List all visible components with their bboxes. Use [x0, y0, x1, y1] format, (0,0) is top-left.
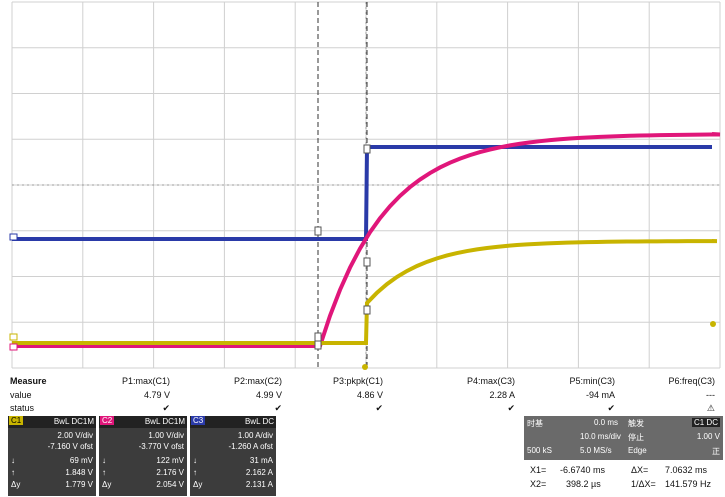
param-4-name[interactable]: P4:max(C3): [466, 376, 515, 386]
channel-2-coupling: BwL DC1M: [144, 417, 185, 426]
timebase-trigger-panel[interactable]: 时基 0.0 ms 触发 C1 DC 10.0 ms/div 停止 1.00 V…: [524, 416, 723, 460]
trigger-type: Edge: [628, 446, 647, 455]
channel-3-offset: -1.260 A ofst: [228, 442, 273, 451]
param-6-value: ---: [706, 390, 715, 400]
sample-count: 500 kS: [527, 446, 552, 455]
cursor-x2-value: 398.2 µs: [566, 479, 601, 489]
trace-c3-current: [12, 145, 712, 241]
channel-3-min: 31 mA: [249, 456, 273, 465]
channel-1-descriptor[interactable]: C1 BwL DC1M 2.00 V/div -7.160 V ofst ↓ 6…: [8, 416, 96, 496]
channel-3-max: 2.162 A: [245, 468, 273, 477]
channel-3-descriptor[interactable]: C3 BwL DC 1.00 A/div -1.260 A ofst ↓ 31 …: [190, 416, 276, 496]
trigger-slope: 正: [712, 447, 720, 456]
trigger-position-marker: [362, 364, 368, 370]
param-5-status-icon: ✔: [607, 403, 615, 413]
param-2-name[interactable]: P2:max(C2): [233, 376, 282, 386]
param-2-value: 4.99 V: [255, 390, 282, 400]
cursor-dx-label: ΔX=: [631, 465, 649, 475]
trigger-level-marker: [710, 321, 716, 327]
channel-1-min: 69 mV: [69, 456, 93, 465]
timebase-scale: 10.0 ms/div: [580, 432, 621, 441]
channel-2-min: 122 mV: [156, 456, 184, 465]
trace-c1-voltage: [12, 239, 718, 345]
channel-2-vdiv: 1.00 V/div: [148, 431, 184, 440]
channel-1-min-label: ↓: [11, 456, 15, 465]
channel-2-descriptor[interactable]: C2 BwL DC1M 1.00 V/div -3.770 V ofst ↓ 1…: [99, 416, 187, 496]
trigger-source: C1 DC: [691, 418, 720, 427]
param-4-status-icon: ✔: [507, 403, 515, 413]
channel-2-tag: C2: [100, 416, 115, 425]
cursor-x2-label: X2=: [530, 479, 547, 489]
channel-2-offset: -3.770 V ofst: [138, 442, 184, 451]
cursor-freq-label: 1/ΔX=: [631, 479, 656, 489]
channel-1-tag: C1: [9, 416, 24, 425]
trace-c2-voltage: [12, 132, 721, 348]
cursor-freq-value: 141.579 Hz: [665, 479, 712, 489]
channel-2-delta: 2.054 V: [156, 480, 184, 489]
channel-1-max: 1.848 V: [65, 468, 93, 477]
channel-1-marker: [9, 333, 18, 341]
param-3-name[interactable]: P3:pkpk(C1): [332, 376, 383, 386]
param-5-value: -94 mA: [585, 390, 615, 400]
channel-2-min-label: ↓: [102, 456, 106, 465]
channel-2-delta-label: Δy: [102, 480, 112, 489]
cursor-dx-value: 7.0632 ms: [665, 465, 708, 475]
param-6-status-icon: ⚠: [706, 403, 715, 413]
param-4-value: 2.28 A: [489, 390, 515, 400]
measure-title: Measure: [10, 376, 47, 386]
trigger-level: 1.00 V: [696, 432, 720, 441]
param-5-name[interactable]: P5:min(C3): [569, 376, 615, 386]
timebase-label: 时基: [527, 419, 543, 428]
channel-1-vdiv: 2.00 V/div: [57, 431, 93, 440]
param-2-status-icon: ✔: [274, 403, 282, 413]
channel-3-marker: [9, 233, 18, 241]
channel-2-marker: [9, 343, 18, 351]
channel-3-min-label: ↓: [193, 456, 197, 465]
cursor-x1-value: -6.6740 ms: [560, 465, 606, 475]
timebase-delay: 0.0 ms: [594, 418, 619, 427]
oscilloscope-display: [9, 1, 721, 370]
cursor-readout-markers: [314, 144, 371, 350]
status-row-label: status: [10, 403, 35, 413]
trigger-mode: 停止: [628, 433, 644, 442]
param-6-name[interactable]: P6:freq(C3): [668, 376, 715, 386]
channel-1-offset: -7.160 V ofst: [47, 442, 93, 451]
channel-2-max: 2.176 V: [156, 468, 184, 477]
param-3-status-icon: ✔: [375, 403, 383, 413]
cursor-x1-label: X1=: [530, 465, 547, 475]
sample-rate: 5.0 MS/s: [580, 446, 612, 455]
param-1-value: 4.79 V: [143, 390, 170, 400]
param-1-name[interactable]: P1:max(C1): [121, 376, 170, 386]
channel-3-coupling: BwL DC: [244, 417, 274, 426]
channel-3-delta: 2.131 A: [245, 480, 273, 489]
channel-2-max-label: ↑: [102, 468, 106, 477]
channel-1-max-label: ↑: [11, 468, 15, 477]
param-3-value: 4.86 V: [356, 390, 383, 400]
channel-3-max-label: ↑: [193, 468, 197, 477]
trigger-label: 触发: [628, 419, 644, 428]
channel-1-coupling: BwL DC1M: [53, 417, 94, 426]
channel-1-delta-label: Δy: [11, 480, 21, 489]
channel-3-tag: C3: [191, 416, 206, 425]
value-row-label: value: [10, 390, 32, 400]
channel-1-delta: 1.779 V: [65, 480, 93, 489]
param-1-status-icon: ✔: [162, 403, 170, 413]
channel-3-delta-label: Δy: [193, 480, 203, 489]
channel-3-vdiv: 1.00 A/div: [237, 431, 273, 440]
